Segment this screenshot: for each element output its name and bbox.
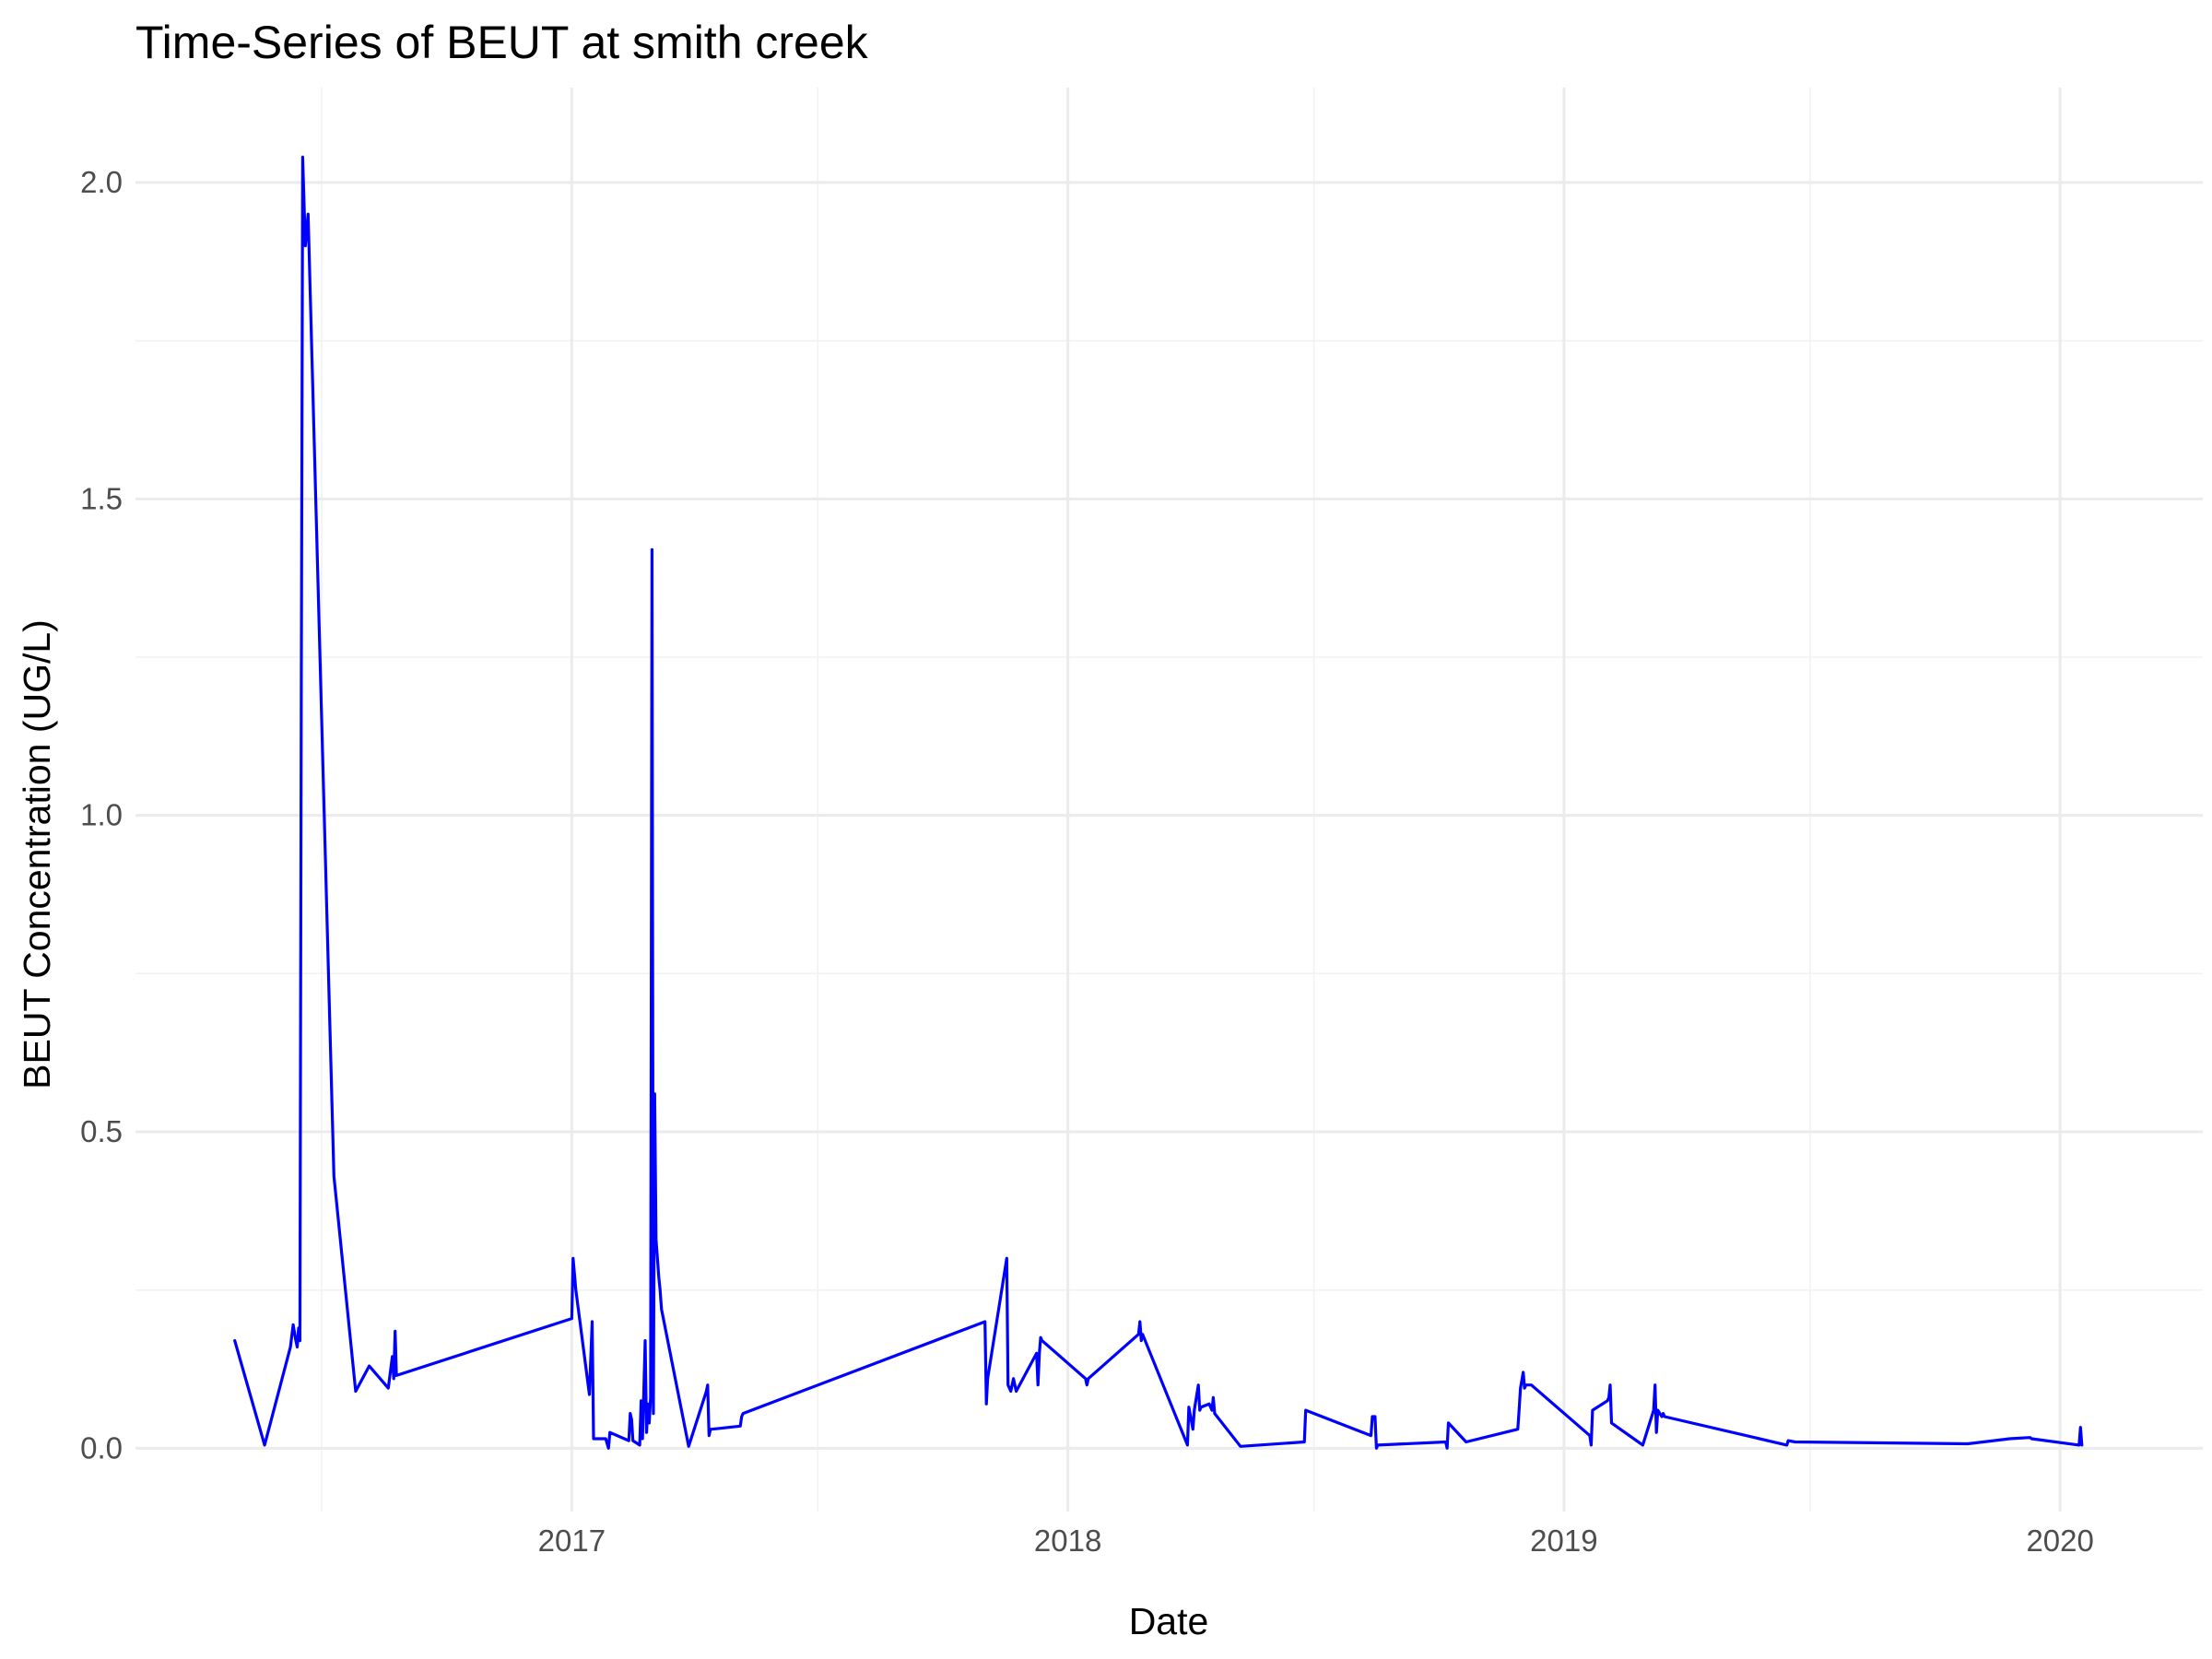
y-tick-label: 0.0 xyxy=(80,1430,123,1465)
x-axis-title: Date xyxy=(1129,1600,1209,1642)
y-tick-label: 1.0 xyxy=(80,798,123,832)
x-tick-label: 2018 xyxy=(1034,1524,1101,1558)
y-tick-label: 2.0 xyxy=(80,165,123,199)
y-tick-label: 1.5 xyxy=(80,481,123,515)
chart-title: Time-Series of BEUT at smith creek xyxy=(135,17,869,68)
grid-minor xyxy=(135,88,2203,1512)
x-tick-label: 2019 xyxy=(1530,1524,1597,1558)
y-axis-title: BEUT Concentration (UG/L) xyxy=(16,619,58,1089)
x-tick-labels: 2017 2018 2019 2020 xyxy=(538,1524,2094,1558)
y-tick-labels: 0.0 0.5 1.0 1.5 2.0 xyxy=(80,165,123,1465)
x-tick-label: 2017 xyxy=(538,1524,606,1558)
series-line-beut xyxy=(233,155,2084,1450)
y-tick-label: 0.5 xyxy=(80,1114,123,1148)
x-tick-label: 2020 xyxy=(2026,1524,2093,1558)
series-layer xyxy=(233,155,2084,1450)
